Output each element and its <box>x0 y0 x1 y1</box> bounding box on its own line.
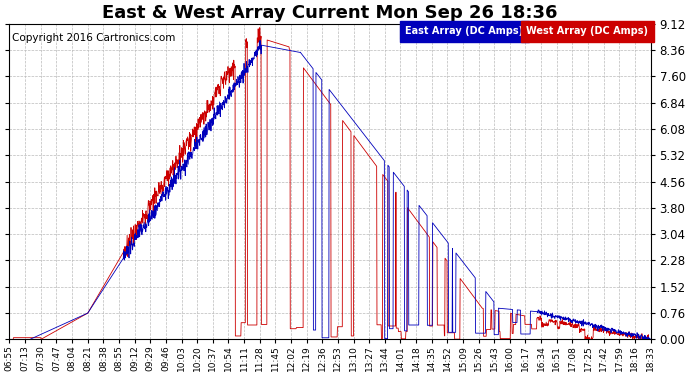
Text: Copyright 2016 Cartronics.com: Copyright 2016 Cartronics.com <box>12 33 175 43</box>
Title: East & West Array Current Mon Sep 26 18:36: East & West Array Current Mon Sep 26 18:… <box>102 4 558 22</box>
Legend: East Array (DC Amps), West Array (DC Amps): East Array (DC Amps), West Array (DC Amp… <box>400 24 651 39</box>
